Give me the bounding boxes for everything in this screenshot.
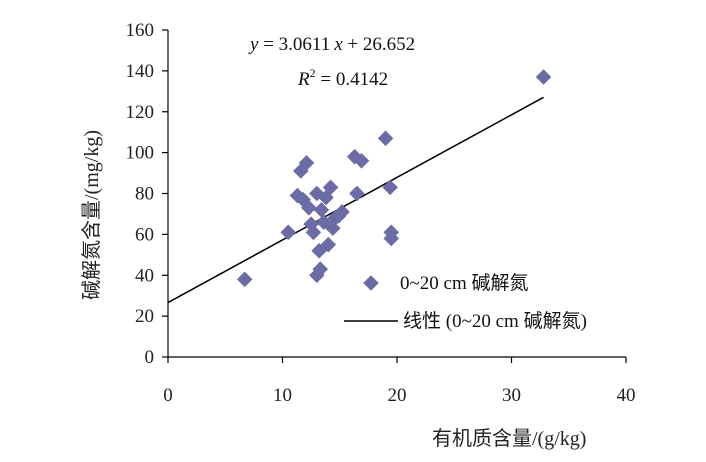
r-squared: R2 = 0.4142 xyxy=(297,66,388,90)
y-tick-label: 60 xyxy=(135,224,154,245)
data-point xyxy=(334,204,350,220)
eq-tail: + 26.652 xyxy=(343,34,415,55)
y-tick-label: 0 xyxy=(145,347,155,368)
data-point xyxy=(353,153,370,169)
r2-r: R xyxy=(297,69,310,90)
data-point xyxy=(301,200,317,216)
y-ticks: 0 20 40 60 80 100 120 140 160 xyxy=(126,20,168,368)
data-point xyxy=(535,69,552,85)
x-tick-label: 30 xyxy=(502,385,521,406)
legend-label-line: 线性 (0~20 cm 碱解氮) xyxy=(403,310,587,332)
eq-mid: = 3.0611 xyxy=(258,34,330,55)
r2-sup: 2 xyxy=(310,66,316,80)
x-tick-label: 0 xyxy=(163,385,173,406)
data-point xyxy=(320,236,337,253)
data-point xyxy=(322,179,339,196)
legend-label-scatter: 0~20 cm 碱解氮 xyxy=(400,272,529,294)
y-tick-label: 80 xyxy=(135,184,154,205)
data-point xyxy=(236,271,253,288)
y-tick-label: 120 xyxy=(126,102,155,123)
y-tick-label: 140 xyxy=(126,61,155,82)
data-point xyxy=(305,224,322,241)
x-axis-title: 有机质含量/(g/kg) xyxy=(432,427,586,450)
data-point xyxy=(280,224,297,241)
data-point xyxy=(382,179,398,196)
y-tick-label: 20 xyxy=(135,306,154,327)
r2-tail: = 0.4142 xyxy=(316,69,388,90)
x-ticks: 0 10 20 30 40 xyxy=(163,357,636,406)
data-point xyxy=(349,185,365,202)
legend-marker-diamond xyxy=(363,275,379,291)
x-tick-label: 10 xyxy=(273,385,292,406)
eq-x: x xyxy=(333,34,343,55)
data-point xyxy=(383,224,400,241)
x-tick-label: 20 xyxy=(388,385,407,406)
data-point xyxy=(298,155,315,171)
regression-equation: y = 3.0611 x + 26.652 xyxy=(248,34,415,55)
legend: 0~20 cm 碱解氮 线性 (0~20 cm 碱解氮) xyxy=(344,272,587,332)
eq-y: y xyxy=(248,34,259,55)
data-point xyxy=(313,202,330,218)
y-tick-label: 160 xyxy=(126,20,155,41)
y-tick-label: 100 xyxy=(126,143,155,164)
y-axis-title: 碱解氮含量/(mg/kg) xyxy=(80,130,103,300)
data-point xyxy=(325,220,341,237)
y-tick-label: 40 xyxy=(135,265,154,286)
x-tick-label: 40 xyxy=(617,385,636,406)
data-point xyxy=(377,130,394,147)
